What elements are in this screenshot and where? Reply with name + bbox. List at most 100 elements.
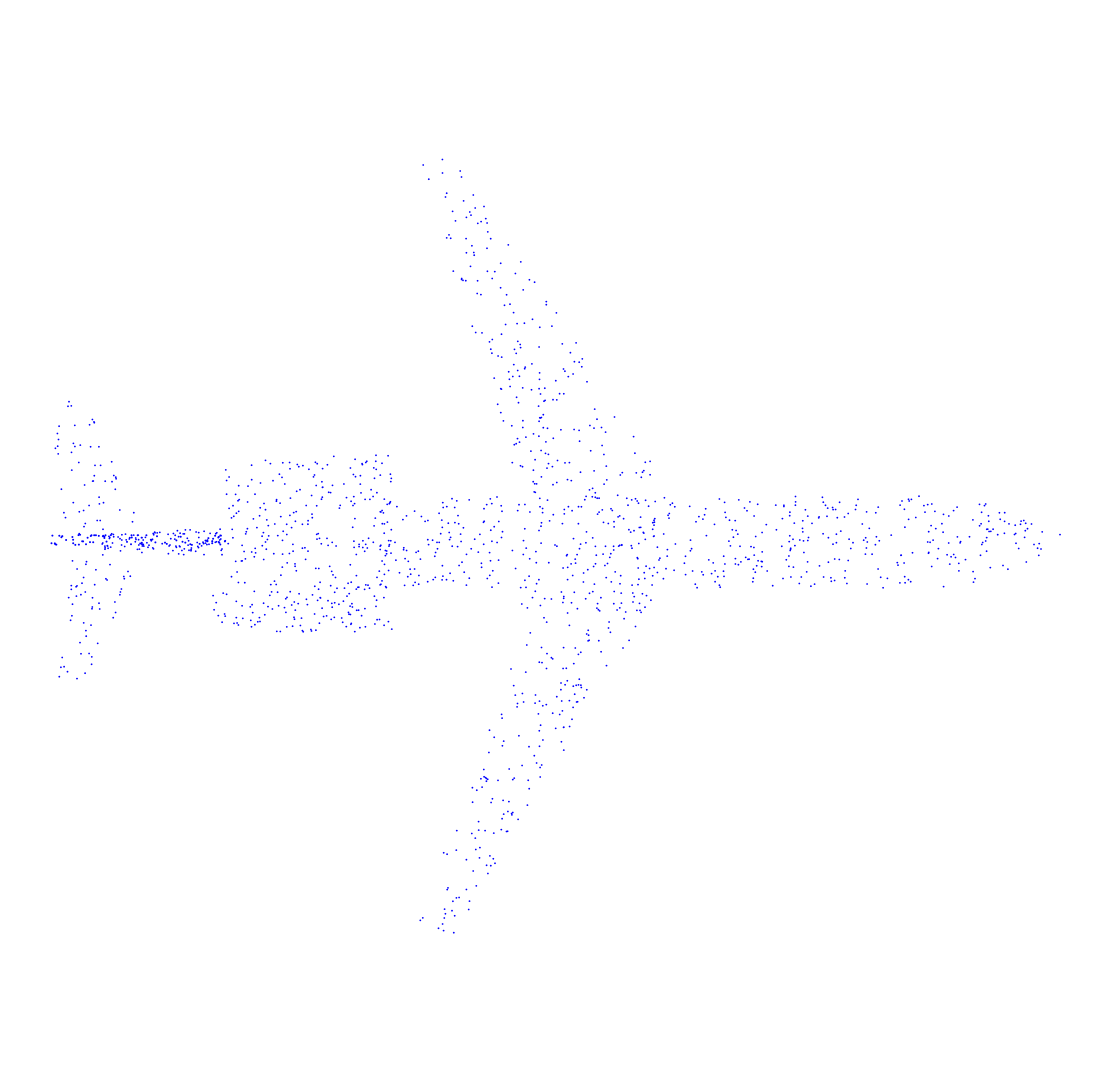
point-upper-wing	[547, 453, 550, 456]
point-fuselage	[548, 520, 551, 522]
point-rear-engines	[378, 618, 381, 621]
point-tail-centerline	[89, 535, 92, 537]
point-fuselage	[847, 559, 850, 562]
point-tail-centerline	[198, 542, 201, 545]
point-fuselage	[462, 526, 465, 529]
point-fuselage	[577, 522, 580, 525]
point-rear-engines	[295, 490, 298, 493]
point-tail-boom	[132, 534, 135, 536]
point-tail-boom	[104, 548, 106, 551]
point-fuselage	[843, 576, 846, 579]
point-rear-engines	[389, 480, 392, 483]
point-tail-boom	[101, 542, 104, 544]
point-fuselage	[601, 509, 604, 511]
point-lower-wing	[545, 667, 548, 670]
point-fuselage	[491, 586, 493, 588]
point-fuselage	[864, 553, 867, 555]
point-rear-engines	[378, 570, 381, 572]
point-rear-engines	[357, 609, 360, 612]
point-upper-tailplane	[83, 484, 86, 486]
point-rear-engines	[375, 454, 377, 457]
point-rear-engines	[315, 629, 317, 632]
point-rear-engines	[375, 605, 377, 608]
point-rear-engines	[333, 601, 336, 604]
point-tail-boom	[175, 546, 178, 549]
point-fuselage	[572, 537, 575, 540]
point-rear-engines	[310, 494, 313, 497]
point-upper-wing	[596, 497, 599, 500]
point-upper-tailplane	[57, 438, 60, 441]
point-lower-wing	[562, 749, 565, 751]
point-rear-engines	[343, 483, 345, 485]
point-fuselage	[656, 571, 659, 574]
point-lower-wing	[605, 664, 608, 667]
point-upper-tailplane	[72, 442, 75, 445]
point-rear-engines	[275, 630, 278, 633]
point-lower-tailplane	[101, 554, 104, 556]
point-lower-wing	[644, 606, 646, 609]
point-fuselage	[688, 505, 691, 508]
point-fuselage	[923, 504, 925, 507]
point-upper-wing	[568, 461, 571, 464]
point-upper-wing	[558, 392, 561, 395]
point-rear-engines	[328, 565, 331, 568]
point-upper-wing	[538, 435, 540, 438]
point-rear-engines	[346, 595, 348, 597]
point-rear-engines	[373, 477, 376, 480]
point-tail-boom	[218, 539, 221, 541]
point-rear-engines	[237, 484, 240, 487]
point-fuselage	[385, 552, 388, 555]
point-upper-wing	[593, 408, 596, 410]
point-fuselage	[972, 581, 975, 583]
point-rear-engines	[315, 533, 318, 536]
point-upper-wing	[579, 471, 582, 474]
point-rear-engines	[364, 461, 367, 464]
point-fuselage	[926, 541, 929, 543]
point-upper-wing	[594, 491, 597, 494]
point-rear-engines	[306, 603, 309, 606]
point-rear-engines	[353, 630, 356, 633]
point-upper-wing	[644, 461, 647, 464]
point-fuselage	[992, 528, 994, 531]
point-lower-wing	[508, 768, 511, 770]
point-fuselage	[794, 504, 797, 507]
point-upper-wing	[552, 437, 555, 440]
point-tail-boom	[197, 531, 200, 534]
point-upper-tailplane	[112, 474, 115, 477]
point-rear-engines	[262, 558, 265, 561]
point-fuselage	[903, 575, 906, 578]
point-rear-engines	[244, 533, 247, 535]
point-upper-wing	[499, 387, 502, 390]
point-fuselage	[801, 531, 804, 533]
point-fuselage	[636, 500, 639, 502]
point-fuselage	[455, 500, 458, 502]
point-fuselage	[684, 573, 687, 576]
point-fuselage	[757, 559, 759, 562]
point-tail-boom	[161, 542, 164, 545]
point-lower-tailplane	[76, 568, 78, 570]
point-upper-tailplane	[83, 525, 85, 528]
point-fuselage	[485, 503, 488, 506]
point-fuselage	[835, 533, 838, 536]
point-upper-tailplane	[114, 476, 117, 479]
point-rear-engines	[321, 607, 323, 610]
point-upper-tailplane	[102, 501, 105, 504]
point-fuselage	[441, 579, 443, 581]
point-upper-wing	[632, 435, 635, 438]
point-rear-engines	[237, 624, 240, 626]
point-fuselage	[662, 533, 665, 535]
point-rear-engines	[273, 523, 276, 525]
point-tail-boom	[135, 538, 137, 541]
point-fuselage	[722, 555, 725, 558]
point-fuselage	[865, 547, 868, 549]
point-lower-wing	[566, 679, 569, 682]
point-tail-boom	[137, 538, 140, 541]
point-rear-engines	[349, 563, 352, 566]
point-tail-boom	[147, 546, 149, 549]
point-lower-wing	[513, 777, 516, 779]
point-upper-tailplane	[88, 504, 90, 507]
point-lower-tailplane	[80, 593, 82, 596]
point-upper-wing	[496, 403, 499, 406]
point-fuselage	[405, 549, 408, 552]
point-fuselage	[528, 575, 530, 578]
